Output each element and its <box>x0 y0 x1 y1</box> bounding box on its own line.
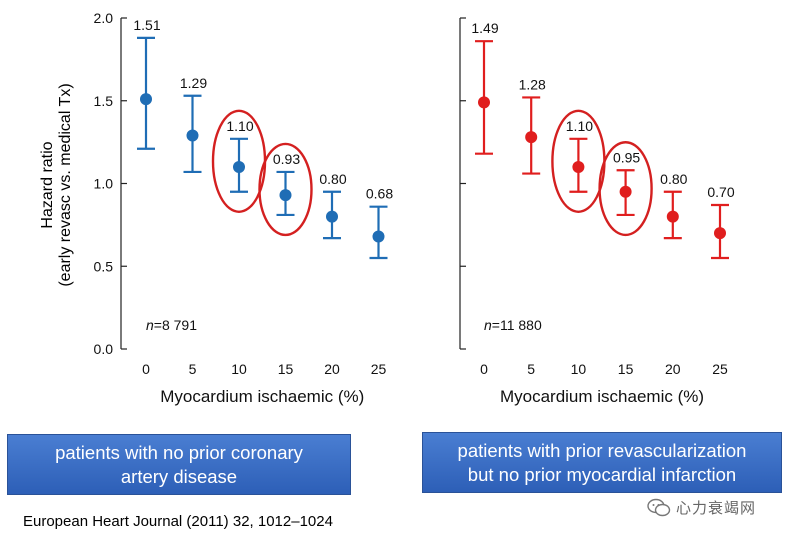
left-sample-size-value: =8 791 <box>154 317 197 333</box>
right-data-point <box>714 227 726 240</box>
left-sample-size: n=8 791 <box>146 317 197 333</box>
right-data-point <box>572 160 585 173</box>
left-y-tick-label: 1.0 <box>94 176 114 192</box>
right-data-point <box>666 210 679 223</box>
right-sample-size-value: =11 880 <box>492 317 542 333</box>
right-data-point <box>619 185 632 198</box>
right-x-axis-title: Myocardium ischaemic (%) <box>500 387 704 406</box>
right-data-label: 0.80 <box>660 171 687 187</box>
left-data-label: 0.80 <box>319 171 346 187</box>
right-sample-size-symbol: n <box>484 317 492 333</box>
left-data-point <box>326 210 338 223</box>
left-x-tick-label: 10 <box>231 361 247 377</box>
left-x-tick-label: 15 <box>278 361 294 377</box>
cohort-label-right-line1: patients with prior revascularization <box>457 439 747 461</box>
left-data-label: 1.10 <box>226 118 253 134</box>
left-x-axis-title: Myocardium ischaemic (%) <box>160 387 364 406</box>
right-x-tick-label: 20 <box>665 361 681 377</box>
cohort-label-left: patients with no prior coronary artery d… <box>7 434 351 495</box>
left-x-tick-label: 20 <box>324 361 340 377</box>
left-x-tick-label: 25 <box>371 361 387 377</box>
left-data-label: 1.51 <box>133 17 160 33</box>
wechat-icon <box>647 498 671 517</box>
left-y-tick-label: 2.0 <box>94 10 114 26</box>
right-x-tick-label: 25 <box>712 361 728 377</box>
left-data-point <box>279 189 292 202</box>
left-highlight-ellipse <box>258 142 313 237</box>
left-x-tick-label: 5 <box>189 361 197 377</box>
left-data-label: 0.68 <box>366 186 393 202</box>
right-x-tick-label: 10 <box>571 361 587 377</box>
left-x-tick-label: 0 <box>142 361 150 377</box>
left-data-point <box>140 93 152 106</box>
right-highlight-ellipse <box>598 141 653 237</box>
right-x-tick-label: 5 <box>527 361 535 377</box>
left-y-tick-label: 1.5 <box>94 93 114 109</box>
left-y-axis-title: Hazard ratio (early revasc vs. medical Tx… <box>39 83 74 286</box>
right-data-point <box>478 96 490 109</box>
charts-canvas: 0.0 0.5 1.0 1.5 2.0 0 5 10 15 20 25 Myocardium isch… <box>39 10 735 406</box>
left-data-point <box>186 129 199 142</box>
left-y-tick-label: 0.0 <box>94 341 114 357</box>
right-data-label: 1.28 <box>519 76 546 92</box>
left-data-label: 1.29 <box>180 75 207 91</box>
right-data-label: 0.70 <box>707 184 734 200</box>
right-x-tick-label: 0 <box>480 361 488 377</box>
left-data-point <box>233 160 245 173</box>
citation: European Heart Journal (2011) 32, 1012–1… <box>23 513 333 530</box>
left-data-point <box>372 230 385 243</box>
cohort-label-right: patients with prior revascularization bu… <box>422 432 782 493</box>
right-sample-size: n=11 880 <box>484 317 542 333</box>
cohort-label-right-text: patients with prior revascularization bu… <box>458 439 747 487</box>
y-axis-title-line2: (early revasc vs. medical Tx) <box>57 83 74 286</box>
watermark: 心力衰竭网 <box>646 496 756 518</box>
left-data-label: 0.93 <box>273 151 300 167</box>
left-sample-size-symbol: n <box>146 317 154 333</box>
y-axis-title-line1: Hazard ratio <box>39 141 56 228</box>
right-data-label: 0.95 <box>613 149 640 165</box>
right-data-point <box>525 131 538 144</box>
cohort-label-right-line2: but no prior myocardial infarction <box>467 463 737 485</box>
watermark-text: 心力衰竭网 <box>676 499 757 517</box>
right-data-label: 1.49 <box>471 20 498 36</box>
right-data-label: 1.10 <box>566 118 593 134</box>
left-y-tick-label: 0.5 <box>94 258 114 274</box>
cohort-label-left-text: patients with no prior coronary artery d… <box>55 441 303 487</box>
right-x-tick-label: 15 <box>618 361 634 377</box>
